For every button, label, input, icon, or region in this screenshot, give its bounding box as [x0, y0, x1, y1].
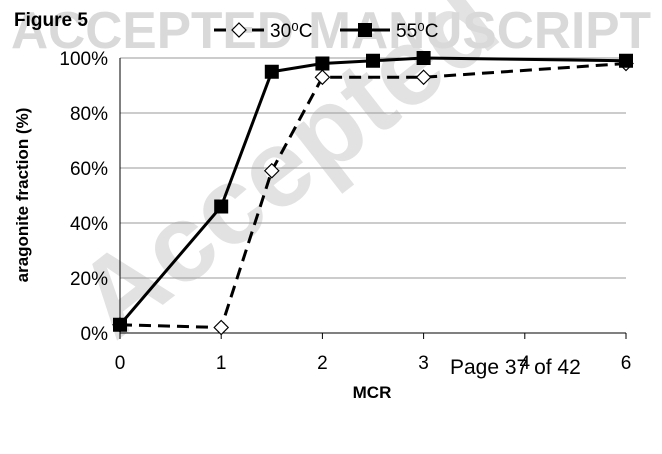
- series-55c: [113, 51, 633, 332]
- y-tick-labels: 0% 20% 40% 60% 80% 100%: [59, 49, 108, 345]
- series-line: [119, 62, 627, 330]
- x-tick-label: 2: [317, 353, 328, 374]
- data-point-diamond: [263, 162, 280, 179]
- y-tick-label: 100%: [59, 49, 108, 70]
- y-tick-label: 80%: [70, 104, 108, 125]
- data-point-square: [416, 51, 431, 65]
- legend-label: 55⁰C: [396, 21, 438, 42]
- chart-legend: 30⁰C 55⁰C: [214, 21, 438, 42]
- y-axis-title: aragonite fraction (%): [13, 108, 32, 283]
- x-axis-title: MCR: [353, 383, 392, 402]
- y-tick-label: 40%: [70, 214, 108, 235]
- y-tick-label: 20%: [70, 269, 108, 290]
- legend-label: 30⁰C: [270, 21, 312, 42]
- data-point-square: [264, 64, 279, 79]
- x-tick-label: 3: [418, 353, 429, 374]
- data-point-diamond: [415, 69, 432, 86]
- y-tick-label: 60%: [70, 159, 108, 180]
- data-point-square: [315, 56, 330, 71]
- data-point-diamond: [213, 319, 230, 336]
- chart-series: [112, 51, 634, 336]
- legend-item-30c: 30⁰C: [214, 21, 312, 42]
- data-point-square: [113, 317, 127, 332]
- data-point-diamond: [314, 69, 331, 86]
- data-point-square: [358, 23, 372, 37]
- x-tick-label: 6: [621, 353, 632, 374]
- data-point-square: [619, 53, 633, 68]
- x-tick-label: 0: [115, 353, 126, 374]
- page-label: Page 37 of 42: [450, 356, 581, 379]
- data-point-square: [366, 53, 380, 68]
- x-tick-label: 4: [520, 353, 531, 374]
- chart-axes: [119, 58, 627, 339]
- x-tick-label: 1: [216, 353, 227, 374]
- y-tick-label: 0%: [81, 324, 109, 345]
- watermark-banner: ACCEPTED MANUSCRIPT: [11, 2, 651, 60]
- figure-label: Figure 5: [14, 10, 88, 31]
- x-tick-labels: 0 1 2 3 4 6: [115, 353, 632, 374]
- chart-gridlines: [120, 57, 626, 279]
- data-point-square: [214, 199, 229, 214]
- legend-item-55c: 55⁰C: [340, 21, 438, 42]
- data-point-diamond: [231, 22, 247, 38]
